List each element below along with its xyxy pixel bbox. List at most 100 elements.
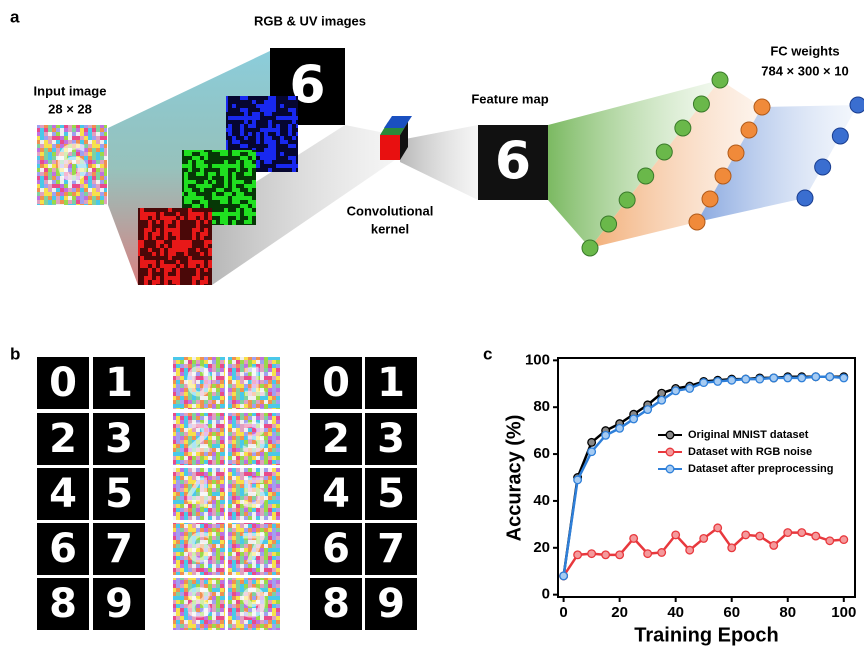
digit: 6 — [185, 526, 213, 572]
neuron — [702, 191, 718, 207]
neuron — [712, 72, 728, 88]
marker — [742, 375, 750, 383]
neuron — [601, 216, 617, 232]
marker — [784, 529, 792, 537]
marker — [826, 373, 834, 381]
marker — [840, 374, 848, 382]
label: Feature map — [471, 91, 548, 106]
digit: 2 — [322, 416, 350, 462]
digit: 6 — [55, 135, 90, 193]
marker — [812, 373, 820, 381]
digit: 3 — [377, 416, 405, 462]
x-tick-label: 40 — [667, 604, 684, 621]
x-tick-label: 60 — [723, 604, 740, 621]
label: 784 × 300 × 10 — [761, 63, 848, 78]
neuron — [728, 145, 744, 161]
digit: 6 — [49, 526, 77, 572]
neuron — [815, 159, 831, 175]
neuron — [689, 214, 705, 230]
legend-label: Original MNIST dataset — [688, 429, 809, 441]
marker — [700, 535, 708, 543]
panel-label: a — [10, 7, 20, 26]
x-tick-label: 100 — [831, 604, 856, 621]
marker — [840, 536, 848, 544]
marker — [686, 385, 694, 393]
kernel — [380, 135, 400, 160]
y-tick-label: 0 — [542, 586, 550, 603]
marker — [574, 476, 582, 484]
marker — [658, 396, 666, 404]
neuron — [754, 99, 770, 115]
marker — [672, 531, 680, 539]
series-line — [564, 377, 844, 576]
marker — [658, 549, 666, 557]
marker — [560, 572, 568, 580]
label: FC weights — [770, 43, 839, 58]
marker — [602, 432, 610, 440]
marker — [714, 378, 722, 386]
y-tick-label: 60 — [533, 445, 550, 462]
label: Input image — [34, 83, 107, 98]
digit: 6 — [495, 132, 531, 192]
label: 28 × 28 — [48, 101, 92, 116]
digit: 0 — [322, 360, 350, 406]
neuron — [693, 96, 709, 112]
projection — [400, 125, 478, 200]
digit: 9 — [377, 581, 405, 627]
marker — [630, 415, 638, 423]
marker — [798, 374, 806, 382]
panel-label: b — [10, 344, 20, 363]
label: kernel — [371, 221, 409, 236]
series-line — [564, 377, 844, 576]
legend-marker — [666, 431, 674, 439]
digit: 9 — [240, 581, 268, 627]
digit: 2 — [185, 416, 213, 462]
digit: 8 — [322, 581, 350, 627]
marker — [714, 524, 722, 532]
neuron — [675, 120, 691, 136]
marker — [686, 546, 694, 554]
marker — [742, 531, 750, 539]
marker — [602, 551, 610, 559]
digit: 5 — [105, 471, 133, 517]
neuron — [582, 240, 598, 256]
digit: 9 — [105, 581, 133, 627]
neuron — [619, 192, 635, 208]
figure: a b c Input image 28 × 28 RGB & UV image… — [0, 0, 864, 650]
digit: 5 — [240, 471, 268, 517]
neuron — [741, 122, 757, 138]
marker — [700, 379, 708, 387]
marker — [644, 406, 652, 414]
digit: 8 — [49, 581, 77, 627]
legend-label: Dataset after preprocessing — [688, 463, 834, 475]
legend-marker — [666, 465, 674, 473]
digit: 2 — [49, 416, 77, 462]
marker — [644, 550, 652, 558]
x-tick-label: 0 — [559, 604, 567, 621]
marker — [784, 374, 792, 382]
marker — [616, 424, 624, 432]
marker — [798, 529, 806, 537]
digit: 7 — [105, 526, 133, 572]
label: RGB & UV images — [254, 13, 366, 28]
panel-label: c — [483, 344, 492, 363]
digit: 0 — [185, 360, 213, 406]
digit: 4 — [322, 471, 350, 517]
digit: 7 — [240, 526, 268, 572]
marker — [812, 532, 820, 540]
digit: 0 — [49, 360, 77, 406]
marker — [672, 387, 680, 395]
y-tick-label: 100 — [525, 351, 550, 368]
x-tick-label: 20 — [611, 604, 628, 621]
digit: 4 — [185, 471, 213, 517]
digit: 7 — [377, 526, 405, 572]
label: Convolutional — [347, 203, 434, 218]
neuron — [656, 144, 672, 160]
legend-label: Dataset with RGB noise — [688, 446, 812, 458]
marker — [588, 439, 596, 447]
marker — [770, 374, 778, 382]
marker — [826, 537, 834, 545]
x-axis-label: Training Epoch — [634, 624, 778, 646]
marker — [728, 376, 736, 384]
marker — [588, 448, 596, 456]
